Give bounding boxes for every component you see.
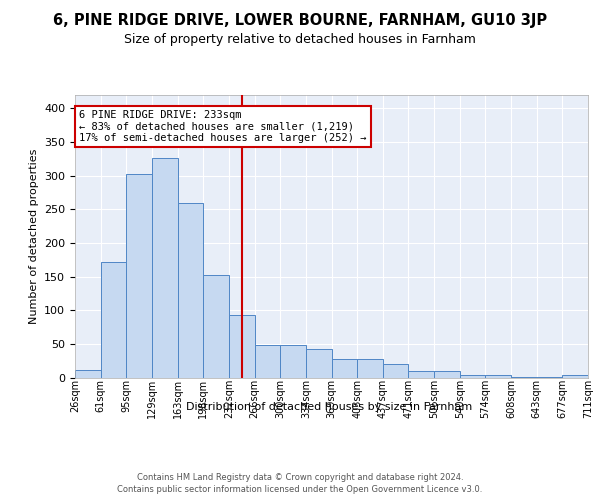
Text: Contains public sector information licensed under the Open Government Licence v3: Contains public sector information licen… [118, 485, 482, 494]
Bar [331, 360, 357, 378]
Bar [409, 372, 434, 378]
Bar [229, 315, 254, 378]
Bar [254, 344, 280, 378]
Bar [383, 364, 409, 378]
Bar [203, 274, 229, 378]
Y-axis label: Number of detached properties: Number of detached properties [29, 148, 38, 324]
Bar [127, 174, 152, 378]
Bar [178, 204, 203, 378]
Text: 6, PINE RIDGE DRIVE, LOWER BOURNE, FARNHAM, GU10 3JP: 6, PINE RIDGE DRIVE, LOWER BOURNE, FARNH… [53, 12, 547, 28]
Bar [280, 344, 306, 378]
Text: Contains HM Land Registry data © Crown copyright and database right 2024.: Contains HM Land Registry data © Crown c… [137, 472, 463, 482]
Bar [75, 370, 101, 378]
Bar [511, 377, 537, 378]
Text: Size of property relative to detached houses in Farnham: Size of property relative to detached ho… [124, 32, 476, 46]
Text: Distribution of detached houses by size in Farnham: Distribution of detached houses by size … [185, 402, 472, 412]
Bar [434, 372, 460, 378]
Bar [101, 262, 127, 378]
Bar [537, 377, 562, 378]
Bar [562, 376, 588, 378]
Bar [485, 375, 511, 378]
Bar [306, 348, 331, 378]
Text: 6 PINE RIDGE DRIVE: 233sqm
← 83% of detached houses are smaller (1,219)
17% of s: 6 PINE RIDGE DRIVE: 233sqm ← 83% of deta… [79, 110, 367, 143]
Bar [357, 360, 383, 378]
Bar [460, 375, 485, 378]
Bar [152, 158, 178, 378]
